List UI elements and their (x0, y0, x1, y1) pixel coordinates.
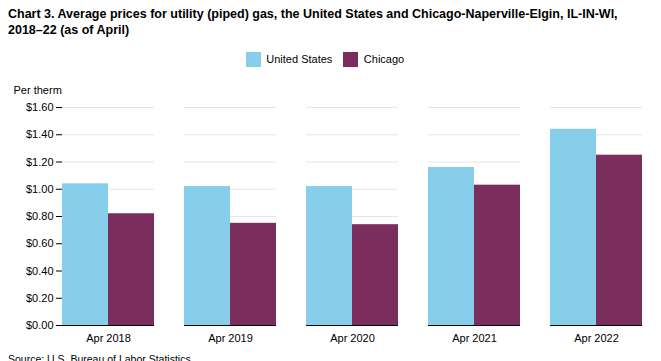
svg-text:$0.00: $0.00 (26, 319, 54, 331)
svg-text:Per therm: Per therm (14, 84, 62, 96)
html-text:Chart 3. Average prices for ut: Chart 3. Average prices for utility (pip… (8, 7, 618, 38)
svg-text:$1.40: $1.40 (26, 128, 54, 140)
html-text:Chicago: Chicago (363, 53, 405, 65)
svg-text:$0.40: $0.40 (26, 265, 54, 277)
svg-text:$0.60: $0.60 (26, 237, 54, 249)
svg-text:$1.20: $1.20 (26, 156, 54, 168)
svg-text:$0.80: $0.80 (26, 210, 54, 222)
html-text:United States: United States (266, 53, 333, 65)
svg-text:Apr 2019: Apr 2019 (208, 332, 253, 344)
svg-text:Apr 2020: Apr 2020 (330, 332, 375, 344)
svg-text:$1.60: $1.60 (26, 101, 54, 113)
svg-text:Apr 2021: Apr 2021 (452, 332, 497, 344)
svg-text:Apr 2022: Apr 2022 (574, 332, 619, 344)
svg-text:$1.00: $1.00 (26, 183, 54, 195)
svg-text:$0.20: $0.20 (26, 292, 54, 304)
svg-text:Apr 2018: Apr 2018 (86, 332, 131, 344)
